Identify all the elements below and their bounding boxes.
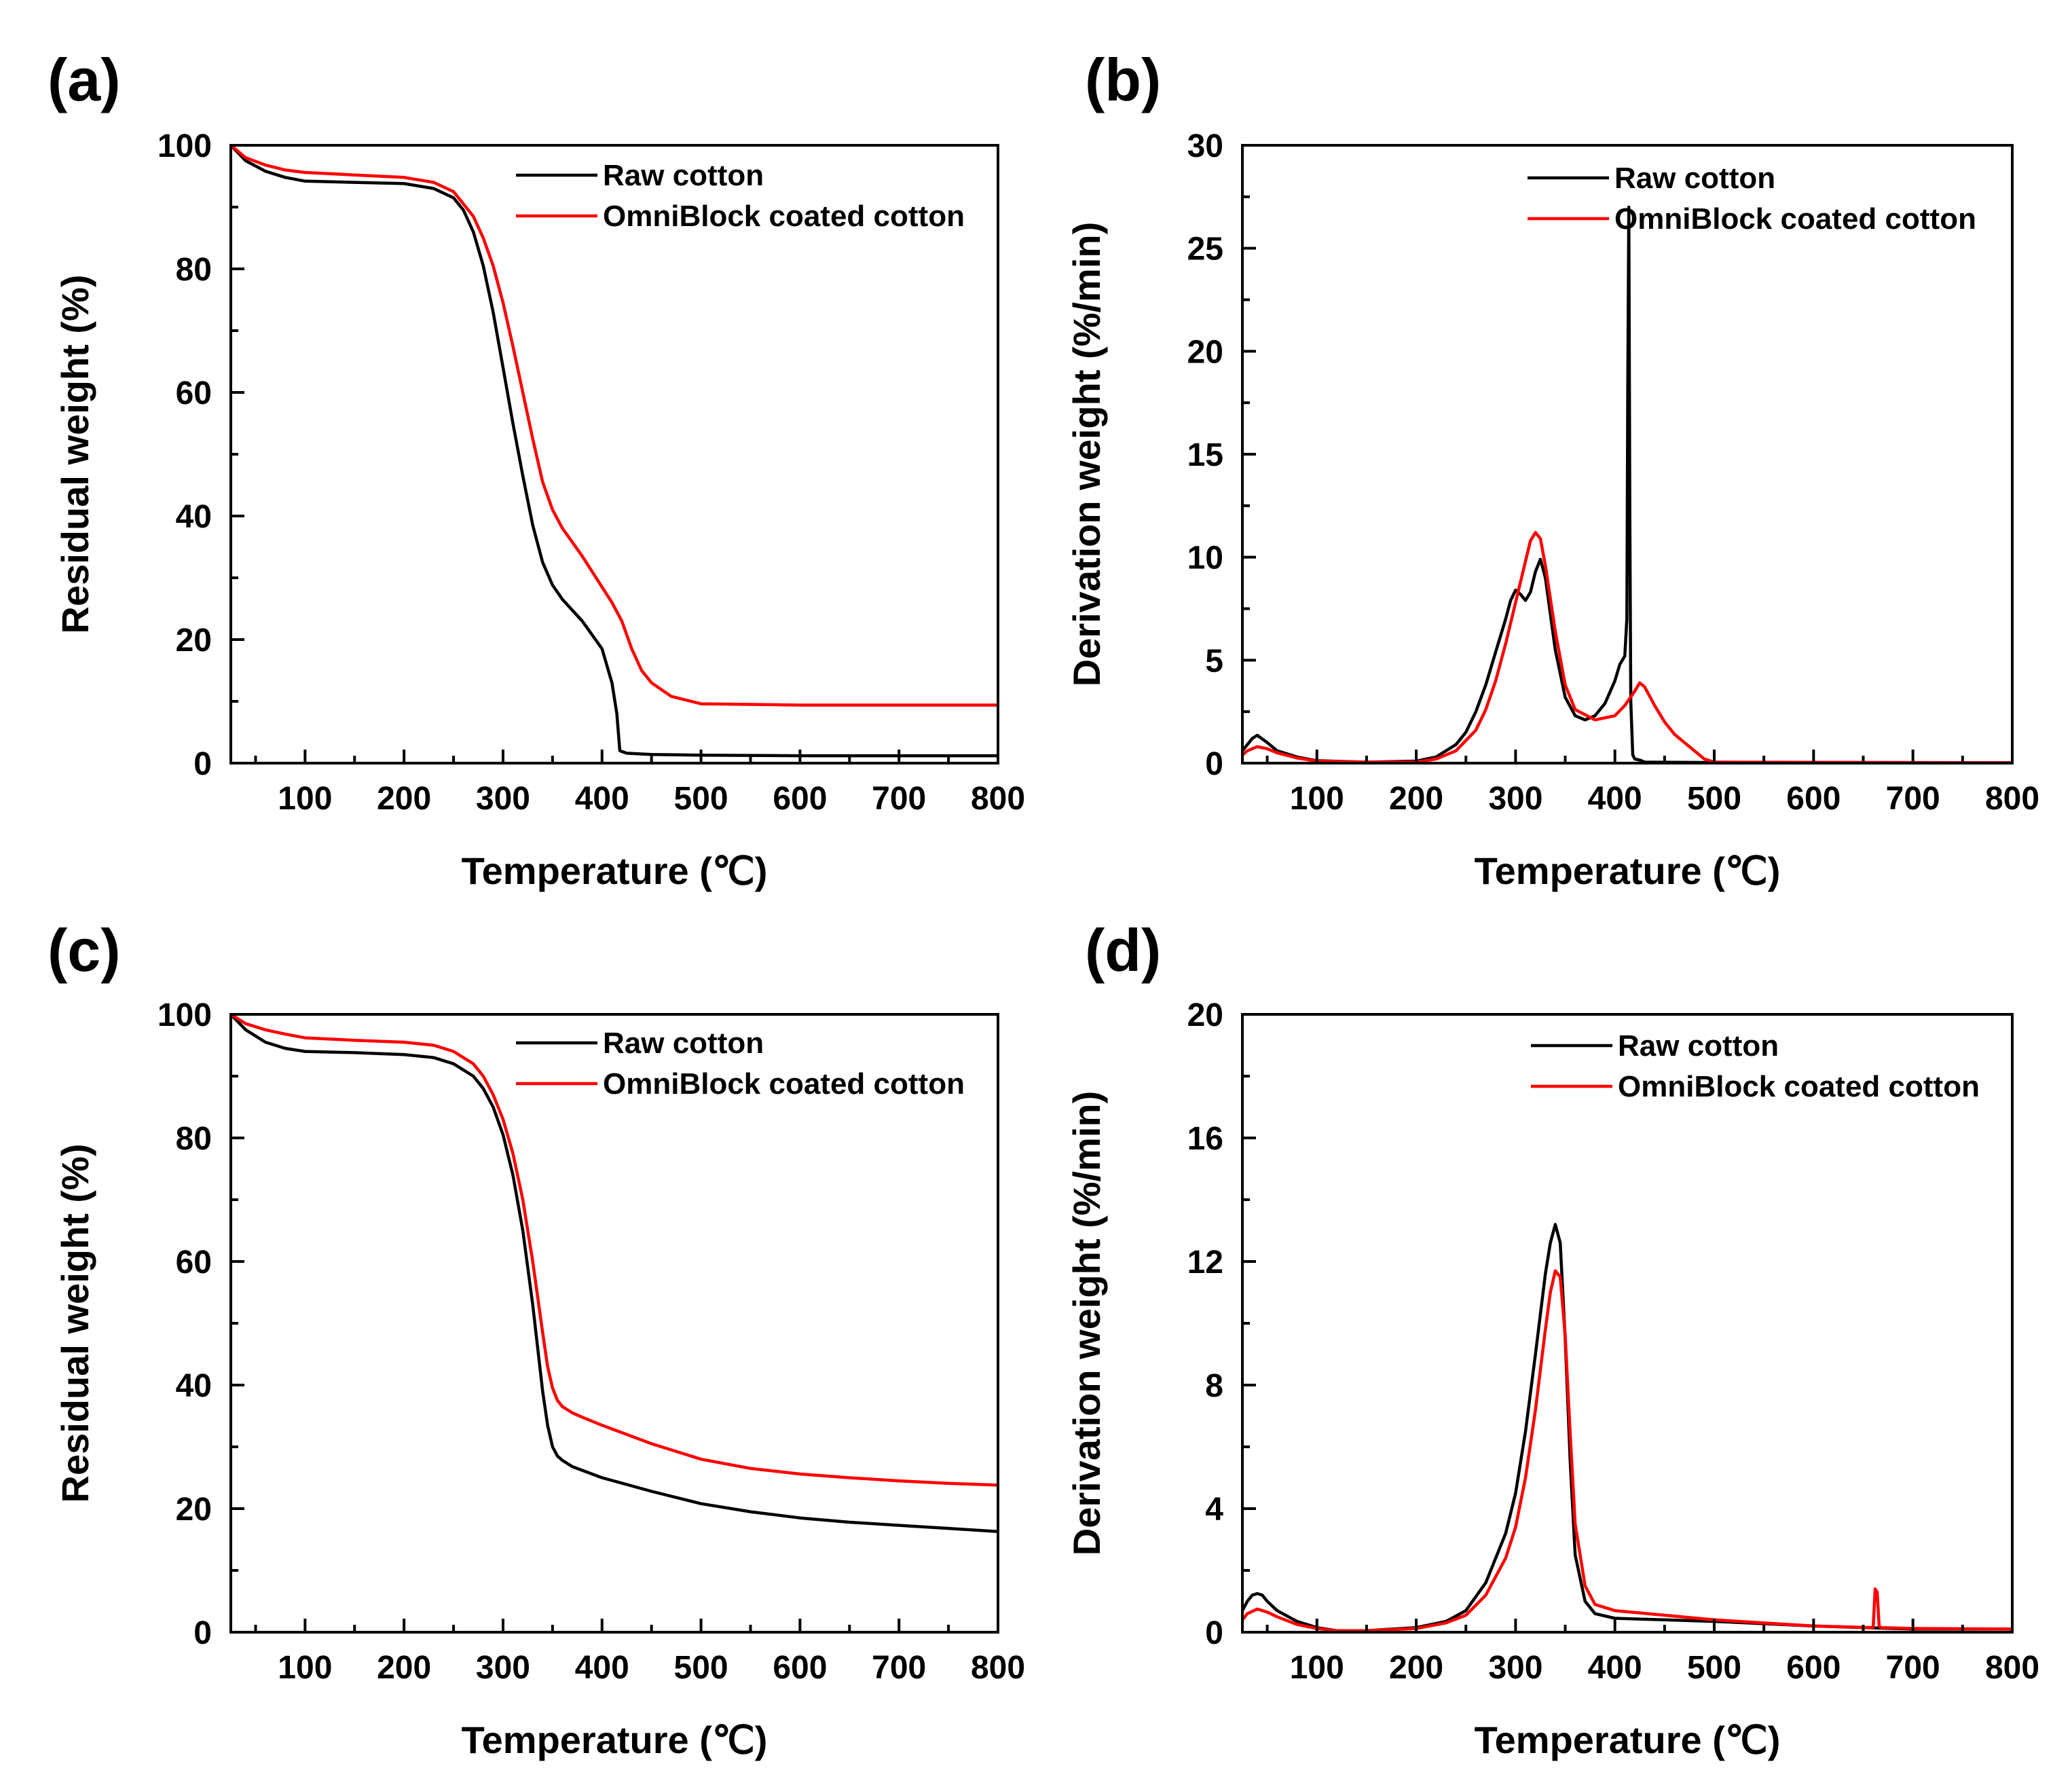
y-tick-label: 40 <box>176 499 212 535</box>
legend-label-omniblock-coated-cotton: OmniBlock coated cotton <box>603 1067 965 1101</box>
x-tick-label: 100 <box>1290 1650 1344 1686</box>
series-line-raw-cotton <box>231 145 998 758</box>
y-tick-label: 100 <box>158 997 212 1033</box>
series-line-raw-cotton <box>1242 1223 2012 1632</box>
series-group <box>231 1014 998 1533</box>
x-tick-label: 700 <box>872 1650 926 1686</box>
x-axis-title: Temperature (℃) <box>1475 1718 1781 1761</box>
x-tick-label: 700 <box>1886 1650 1940 1686</box>
y-tick-label: 20 <box>176 1492 212 1528</box>
series-line-omniblock-coated-cotton <box>1242 531 2012 763</box>
x-tick-label: 500 <box>674 1650 728 1686</box>
x-tick-label: 200 <box>1389 1650 1443 1686</box>
x-tick-label: 400 <box>1588 1650 1642 1686</box>
legend-label-raw-cotton: Raw cotton <box>603 1027 764 1060</box>
x-axis-title: Temperature (℃) <box>462 849 768 892</box>
series-line-omniblock-coated-cotton <box>231 1014 998 1487</box>
legend-label-raw-cotton: Raw cotton <box>1614 162 1775 195</box>
series-group <box>231 145 998 758</box>
y-tick-label: 20 <box>176 623 212 659</box>
series-line-omniblock-coated-cotton <box>231 145 998 707</box>
x-tick-label: 400 <box>1588 781 1642 817</box>
panel-1: (b) 100 200 300 400 500 600 700 800 0 5 10 15 20 25 30 T… <box>1065 46 2039 892</box>
x-tick-label: 800 <box>1985 1650 2039 1686</box>
legend: Raw cotton OmniBlock coated cotton <box>1528 162 1976 236</box>
x-tick-label: 300 <box>476 1650 530 1686</box>
y-tick-label: 15 <box>1187 437 1223 473</box>
y-tick-label: 60 <box>176 1245 212 1281</box>
y-tick-label: 4 <box>1205 1492 1223 1528</box>
panel-2: (c) 100 200 300 400 500 600 700 800 0 20 40 60 80 100 T… <box>48 917 1025 1761</box>
series-group <box>1242 205 2012 763</box>
panel-3: (d) 100 200 300 400 500 600 700 800 0 4 8 12 16 20 Temp… <box>1065 917 2039 1761</box>
y-tick-label: 25 <box>1187 232 1223 268</box>
x-tick-label: 600 <box>1786 1650 1840 1686</box>
x-tick-label: 100 <box>1290 781 1344 817</box>
y-tick-label: 60 <box>176 375 212 411</box>
y-axis-title: Derivation weight (%/min) <box>1065 1091 1108 1556</box>
x-tick-label: 400 <box>575 1650 629 1686</box>
y-tick-label: 0 <box>193 1615 212 1651</box>
legend-label-omniblock-coated-cotton: OmniBlock coated cotton <box>603 200 965 233</box>
x-tick-label: 800 <box>971 1650 1025 1686</box>
legend-label-omniblock-coated-cotton: OmniBlock coated cotton <box>1618 1070 1980 1103</box>
y-tick-label: 30 <box>1187 128 1223 164</box>
x-tick-label: 100 <box>278 1650 332 1686</box>
panel-label: (a) <box>48 46 121 113</box>
legend: Raw cotton OmniBlock coated cotton <box>516 1027 965 1101</box>
x-tick-label: 100 <box>278 781 332 817</box>
y-tick-label: 80 <box>176 1121 212 1157</box>
legend-label-omniblock-coated-cotton: OmniBlock coated cotton <box>1614 202 1976 236</box>
x-tick-label: 800 <box>1985 781 2039 817</box>
y-tick-label: 40 <box>176 1368 212 1404</box>
y-tick-label: 8 <box>1205 1368 1223 1404</box>
legend: Raw cotton OmniBlock coated cotton <box>1531 1029 1980 1103</box>
legend-label-raw-cotton: Raw cotton <box>1618 1029 1779 1063</box>
x-tick-label: 600 <box>1786 781 1840 817</box>
y-tick-label: 20 <box>1187 997 1223 1033</box>
x-axis-title: Temperature (℃) <box>462 1718 768 1761</box>
panel-label: (d) <box>1085 917 1161 984</box>
y-tick-label: 0 <box>1205 746 1223 782</box>
x-tick-label: 500 <box>1687 1650 1741 1686</box>
x-tick-label: 700 <box>872 781 926 817</box>
x-tick-label: 600 <box>773 1650 827 1686</box>
y-tick-label: 20 <box>1187 334 1223 370</box>
x-tick-label: 700 <box>1886 781 1940 817</box>
x-tick-label: 300 <box>1488 1650 1542 1686</box>
x-tick-label: 300 <box>1488 781 1542 817</box>
y-tick-label: 0 <box>1205 1615 1223 1651</box>
y-tick-label: 12 <box>1187 1245 1223 1281</box>
y-tick-label: 0 <box>193 746 212 782</box>
x-tick-label: 800 <box>971 781 1025 817</box>
panel-0: (a) 100 200 300 400 500 600 700 800 0 20 40 60 80 100 T… <box>48 46 1025 892</box>
y-tick-label: 100 <box>158 128 212 164</box>
y-tick-label: 10 <box>1187 540 1223 576</box>
x-tick-label: 200 <box>377 1650 431 1686</box>
y-axis-title: Residual weight (%) <box>54 275 96 634</box>
x-tick-label: 200 <box>377 781 431 817</box>
x-tick-label: 200 <box>1389 781 1443 817</box>
x-tick-label: 500 <box>1687 781 1741 817</box>
panel-label: (b) <box>1085 46 1161 113</box>
y-axis-title: Derivation weight (%/min) <box>1065 222 1108 687</box>
x-axis-title: Temperature (℃) <box>1475 849 1781 892</box>
series-line-raw-cotton <box>231 1014 998 1533</box>
y-tick-label: 16 <box>1187 1121 1223 1157</box>
legend-label-raw-cotton: Raw cotton <box>603 159 764 192</box>
y-axis-title: Residual weight (%) <box>54 1144 96 1503</box>
legend: Raw cotton OmniBlock coated cotton <box>516 159 965 233</box>
x-tick-label: 500 <box>674 781 728 817</box>
x-tick-label: 600 <box>773 781 827 817</box>
y-tick-label: 80 <box>176 252 212 288</box>
x-tick-label: 400 <box>575 781 629 817</box>
y-tick-label: 5 <box>1205 643 1223 679</box>
panel-label: (c) <box>48 917 121 984</box>
x-tick-label: 300 <box>476 781 530 817</box>
